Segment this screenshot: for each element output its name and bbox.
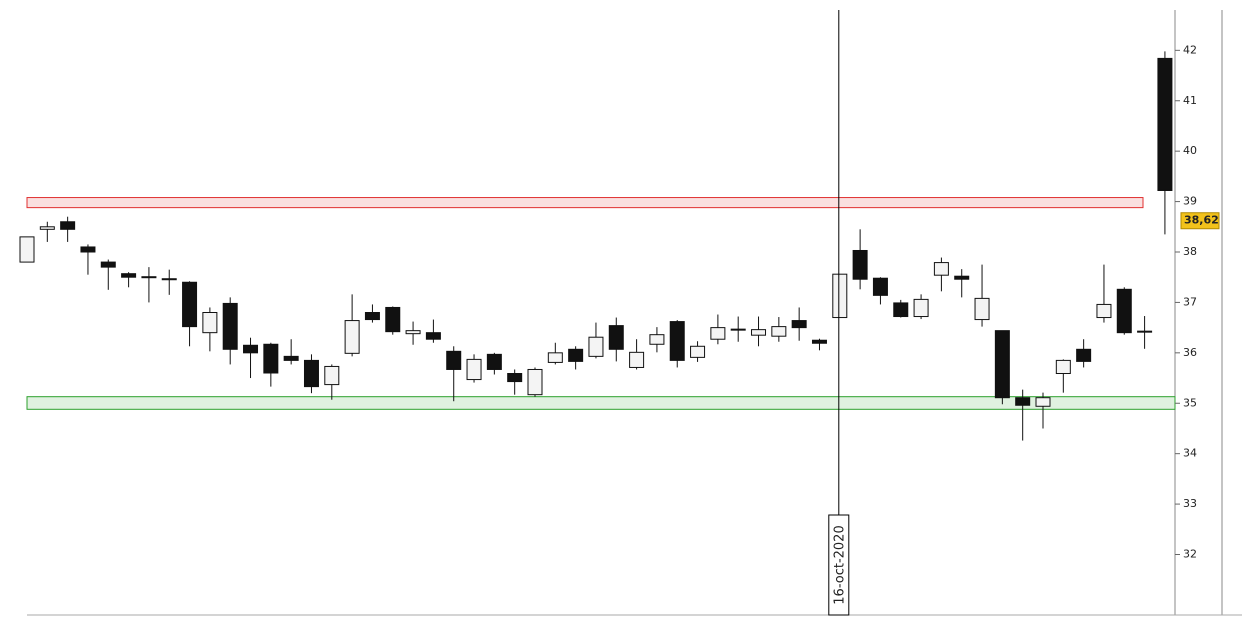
candle-body: [324, 365, 340, 386]
last-price-label: 38,62: [1184, 214, 1219, 227]
candle-body: [608, 325, 624, 350]
candle-body: [974, 297, 990, 321]
candle-body: [771, 326, 787, 337]
candle-body: [405, 330, 421, 335]
candle-body: [19, 236, 35, 263]
candle-body: [344, 320, 360, 354]
y-tick-label: 34: [1183, 447, 1197, 460]
y-tick-label: 41: [1183, 94, 1197, 107]
candle-body: [202, 312, 218, 334]
date-label-box: [828, 514, 850, 616]
candle-body: [39, 226, 55, 230]
candle-body: [1096, 303, 1112, 319]
candle-body: [141, 276, 157, 279]
candle-body: [710, 327, 726, 340]
candle-body: [486, 353, 502, 370]
candle-body: [994, 330, 1010, 399]
candle-body: [182, 281, 198, 328]
candle-body: [832, 273, 848, 319]
candle-body: [425, 332, 441, 340]
candle-body: [161, 278, 177, 281]
candle-body: [872, 277, 888, 296]
date-label: 16-oct-2020: [832, 525, 847, 604]
candle-body: [893, 302, 909, 318]
candle-body: [80, 246, 96, 253]
candle-body: [100, 261, 116, 268]
candle-body: [1055, 359, 1071, 375]
candle-body: [263, 343, 279, 374]
candle-body: [1116, 288, 1132, 334]
candle-body: [588, 336, 604, 357]
y-tick-label: 38: [1183, 245, 1197, 258]
candle-body: [751, 329, 767, 336]
candle-body: [527, 368, 543, 396]
candle-body: [222, 302, 238, 350]
candle-body: [852, 249, 868, 280]
candle-body: [507, 373, 523, 383]
candle-body: [466, 358, 482, 381]
y-tick-label: 35: [1183, 396, 1197, 409]
candle-body: [791, 320, 807, 329]
candle-body: [954, 275, 970, 280]
candle-body: [303, 359, 319, 388]
candle-body: [60, 221, 76, 230]
candle-body: [446, 350, 462, 370]
candle-body: [243, 344, 259, 354]
candle-body: [690, 345, 706, 358]
y-tick-label: 42: [1183, 43, 1197, 56]
candle-body: [1157, 57, 1173, 191]
candle-body: [547, 352, 563, 363]
candle-body: [629, 351, 645, 368]
candle-body: [1035, 397, 1051, 407]
y-tick-label: 40: [1183, 144, 1197, 157]
candle-body: [1137, 330, 1153, 333]
candle-body: [364, 312, 380, 321]
candle-body: [649, 334, 665, 345]
candle-body: [811, 339, 827, 344]
candle-body: [1076, 348, 1092, 362]
candle-body: [1015, 397, 1031, 406]
candle-body: [121, 273, 137, 278]
candle-body: [730, 328, 746, 331]
candle-body: [385, 306, 401, 333]
candle-body: [568, 348, 584, 362]
level-band: [26, 197, 1144, 209]
y-tick-label: 37: [1183, 295, 1197, 308]
candle-body: [669, 321, 685, 361]
y-tick-label: 33: [1183, 497, 1197, 510]
candle-body: [933, 262, 949, 276]
last-price-box: [1180, 212, 1220, 230]
y-tick-label: 32: [1183, 548, 1197, 561]
y-tick-label: 36: [1183, 346, 1197, 359]
candle-body: [283, 355, 299, 361]
y-tick-label: 39: [1183, 195, 1197, 208]
candle-body: [913, 298, 929, 318]
